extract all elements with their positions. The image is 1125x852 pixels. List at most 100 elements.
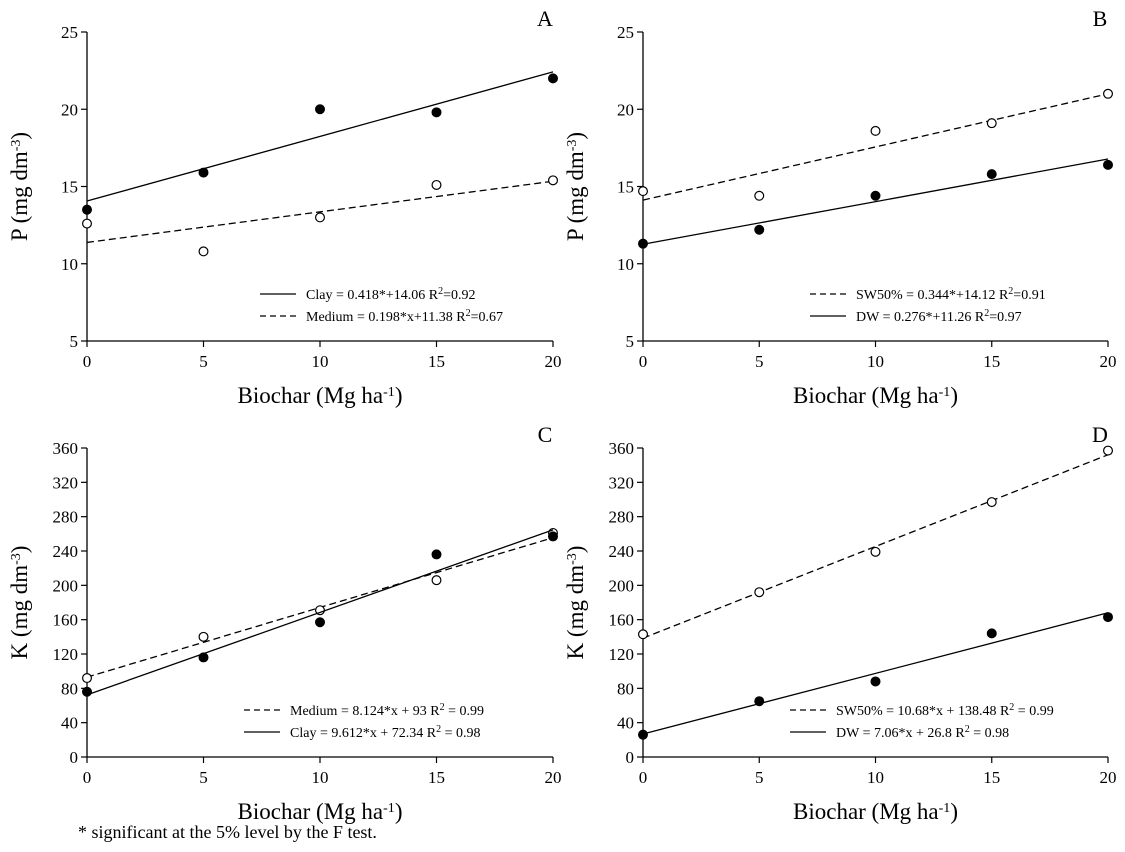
- y-tick-label: 5: [626, 332, 635, 351]
- x-tick-label: 5: [755, 768, 764, 787]
- x-tick-label: 15: [983, 352, 1000, 371]
- x-tick-label: 0: [83, 352, 92, 371]
- y-tick-label: 200: [53, 576, 79, 595]
- y-tick-label: 80: [617, 679, 634, 698]
- x-tick-label: 20: [545, 352, 562, 371]
- data-point: [315, 104, 326, 115]
- series-clay: [81, 529, 558, 697]
- footnote: * significant at the 5% level by the F t…: [78, 822, 377, 842]
- x-tick-label: 5: [199, 768, 208, 787]
- legend-label: Medium = 8.124*x + 93 R2 = 0.99: [290, 702, 484, 720]
- data-point: [81, 686, 92, 697]
- data-point: [754, 224, 765, 235]
- series-sw50: [637, 445, 1113, 640]
- y-tick-label: 15: [61, 178, 78, 197]
- y-tick-label: 10: [61, 255, 78, 274]
- panel-label: B: [1093, 6, 1108, 31]
- y-tick-label: 10: [617, 255, 634, 274]
- data-point: [870, 546, 881, 557]
- data-point: [315, 617, 326, 628]
- x-tick-label: 0: [83, 768, 92, 787]
- data-point: [870, 676, 881, 687]
- y-tick-label: 5: [70, 332, 79, 351]
- data-point: [198, 167, 209, 178]
- data-point: [315, 212, 326, 223]
- legend-label: DW = 0.276*+11.26 R2=0.97: [856, 308, 1022, 326]
- y-tick-label: 20: [617, 100, 634, 119]
- series-dw: [637, 612, 1113, 740]
- data-point: [986, 118, 997, 129]
- x-tick-label: 5: [755, 352, 764, 371]
- y-tick-label: 15: [617, 178, 634, 197]
- x-tick-label: 20: [1100, 768, 1117, 787]
- legend-label: Clay = 9.612*x + 72.34 R2 = 0.98: [290, 724, 480, 742]
- series-dw: [637, 158, 1113, 249]
- legend-label: SW50% = 0.344*+14.12 R2=0.91: [856, 286, 1046, 304]
- data-point: [986, 628, 997, 639]
- x-tick-label: 20: [1100, 352, 1117, 371]
- x-tick-label: 10: [312, 352, 329, 371]
- data-point: [547, 73, 558, 84]
- y-tick-label: 280: [53, 508, 79, 527]
- y-axis-title: P (mg dm-3): [7, 132, 32, 241]
- data-point: [81, 673, 92, 684]
- data-point: [1102, 159, 1113, 170]
- data-point: [198, 631, 209, 642]
- data-point: [754, 190, 765, 201]
- data-point: [986, 169, 997, 180]
- x-tick-label: 10: [867, 352, 884, 371]
- fit-line: [86, 180, 554, 244]
- panel-label: D: [1092, 422, 1108, 447]
- y-tick-label: 20: [61, 100, 78, 119]
- y-tick-label: 160: [53, 611, 79, 630]
- data-point: [1102, 612, 1113, 623]
- data-point: [637, 629, 648, 640]
- x-axis-title: Biochar (Mg ha-1): [793, 383, 958, 408]
- y-axis-title: K (mg dm-3): [7, 546, 32, 660]
- x-tick-label: 5: [199, 352, 208, 371]
- y-tick-label: 360: [53, 439, 79, 458]
- data-point: [637, 729, 648, 740]
- y-tick-label: 40: [61, 714, 78, 733]
- data-point: [431, 549, 442, 560]
- x-axis-title: Biochar (Mg ha-1): [238, 383, 403, 408]
- x-tick-label: 0: [639, 768, 648, 787]
- data-point: [870, 190, 881, 201]
- data-point: [431, 575, 442, 586]
- x-axis-title: Biochar (Mg ha-1): [238, 799, 403, 824]
- panel-c: 0 40 80 120 160 200 240 280 320 360 0 5 10 15 20 Biocha…: [7, 422, 562, 824]
- x-tick-label: 10: [867, 768, 884, 787]
- data-point: [431, 179, 442, 190]
- data-point: [547, 531, 558, 542]
- data-point: [754, 587, 765, 598]
- y-tick-label: 160: [609, 611, 635, 630]
- y-tick-label: 25: [61, 23, 78, 42]
- data-point: [1102, 445, 1113, 456]
- data-point: [547, 175, 558, 186]
- legend-label: SW50% = 10.68*x + 138.48 R2 = 0.99: [836, 702, 1054, 720]
- data-point: [637, 238, 648, 249]
- fit-line: [642, 612, 1109, 735]
- y-tick-label: 0: [626, 748, 635, 767]
- fit-line: [642, 454, 1109, 639]
- y-tick-label: 320: [609, 473, 635, 492]
- y-tick-label: 200: [609, 576, 635, 595]
- y-tick-label: 240: [609, 542, 635, 561]
- y-tick-label: 120: [609, 645, 635, 664]
- data-point: [870, 125, 881, 136]
- panel-d: 0 40 80 120 160 200 240 280 320 360 0 5 10 15 20 Biocha…: [563, 422, 1117, 824]
- x-tick-label: 15: [428, 768, 445, 787]
- legend-label: Clay = 0.418*+14.06 R2=0.92: [306, 286, 475, 304]
- series-sw50: [637, 88, 1113, 201]
- data-point: [198, 246, 209, 257]
- y-tick-label: 120: [53, 645, 79, 664]
- x-tick-label: 0: [639, 352, 648, 371]
- data-point: [754, 696, 765, 707]
- series-medium: [81, 527, 558, 684]
- y-axis-title: K (mg dm-3): [563, 546, 588, 660]
- panel-label: C: [538, 422, 553, 447]
- data-point: [986, 497, 997, 508]
- data-point: [198, 652, 209, 663]
